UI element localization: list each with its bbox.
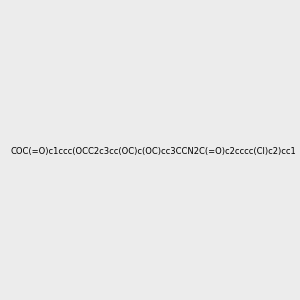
Text: COC(=O)c1ccc(OCC2c3cc(OC)c(OC)cc3CCN2C(=O)c2cccc(Cl)c2)cc1: COC(=O)c1ccc(OCC2c3cc(OC)c(OC)cc3CCN2C(=… (11, 147, 297, 156)
